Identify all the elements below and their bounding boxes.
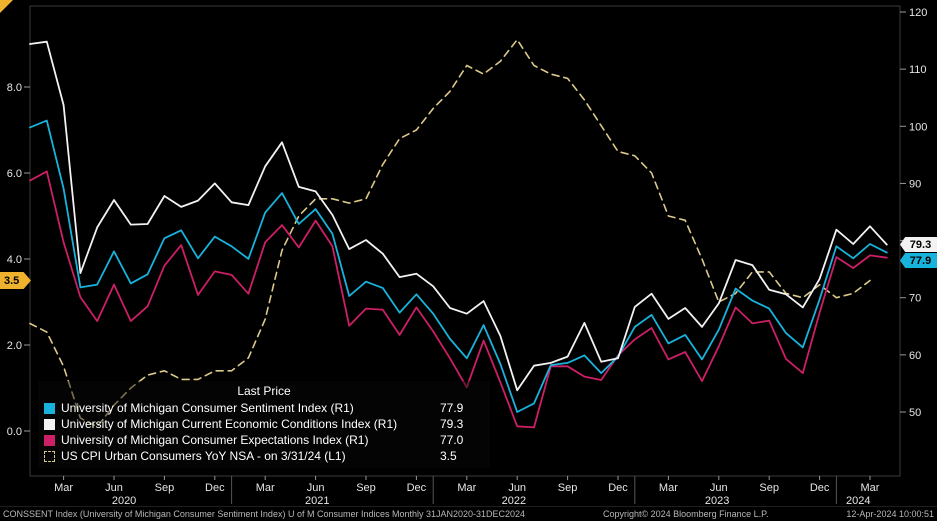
legend-row[interactable]: University of Michigan Consumer Sentimen… bbox=[44, 400, 484, 416]
legend-value: 77.9 bbox=[440, 401, 464, 415]
legend-swatch-icon bbox=[44, 402, 55, 414]
legend-row[interactable]: University of Michigan Current Economic … bbox=[44, 416, 484, 432]
right-axis-label: 50 bbox=[909, 407, 921, 419]
x-axis-year-label: 2021 bbox=[305, 495, 329, 507]
chart-canvas[interactable]: 0.02.04.06.08.05060708090100110120MarJun… bbox=[0, 0, 937, 507]
x-axis-month-label: Mar bbox=[54, 482, 73, 494]
legend-value: 79.3 bbox=[440, 417, 464, 431]
right-axis-label: 70 bbox=[909, 293, 921, 305]
series-line-umich-conditions[interactable] bbox=[29, 40, 888, 392]
x-axis-month-label: Sep bbox=[356, 482, 376, 494]
left-axis-last-value-badge: 3.5 bbox=[0, 272, 31, 289]
series-line-umich-expectations[interactable] bbox=[29, 170, 888, 429]
x-axis-month-label: Sep bbox=[558, 482, 578, 494]
footer-copyright: Copyright© 2024 Bloomberg Finance L.P. bbox=[602, 509, 769, 519]
x-axis-month-label: Jun bbox=[105, 482, 123, 494]
legend-value: 77.0 bbox=[440, 433, 464, 447]
x-axis-year-label: 2020 bbox=[112, 495, 136, 507]
legend-label: University of Michigan Consumer Sentimen… bbox=[61, 401, 354, 415]
right-axis-last-value-badge-sentiment: 77.9 bbox=[900, 253, 937, 268]
right-axis-label: 90 bbox=[909, 178, 921, 190]
left-axis-label: 6.0 bbox=[7, 168, 22, 180]
right-axis-last-value-badge-conditions: 79.3 bbox=[900, 237, 937, 252]
footer-timestamp: 12-Apr-2024 10:00:51 bbox=[846, 509, 934, 519]
legend-title: Last Price bbox=[237, 384, 291, 398]
series-line-umich-sentiment[interactable] bbox=[29, 119, 888, 413]
x-axis-month-label: Jun bbox=[307, 482, 325, 494]
x-axis-month-label: Mar bbox=[659, 482, 678, 494]
x-axis-year-label: 2022 bbox=[502, 495, 526, 507]
right-axis-label: 110 bbox=[909, 64, 927, 76]
x-axis-year-label: 2023 bbox=[705, 495, 729, 507]
left-axis-label: 0.0 bbox=[7, 426, 22, 438]
legend-row[interactable]: University of Michigan Consumer Expectat… bbox=[44, 432, 484, 448]
x-axis-month-label: Mar bbox=[256, 482, 275, 494]
corner-marker-icon bbox=[0, 0, 13, 13]
x-axis-month-label: Mar bbox=[861, 482, 880, 494]
legend-box: Last Price University of Michigan Consum… bbox=[38, 381, 490, 468]
x-axis-month-label: Dec bbox=[205, 482, 225, 494]
legend-row[interactable]: US CPI Urban Consumers YoY NSA - on 3/31… bbox=[44, 448, 484, 464]
footer-bar: CONSSENT Index (University of Michigan C… bbox=[0, 506, 937, 521]
legend-value: 3.5 bbox=[440, 449, 457, 463]
right-axis-label: 120 bbox=[909, 7, 927, 19]
legend-label: University of Michigan Consumer Expectat… bbox=[61, 433, 369, 447]
x-axis-month-label: Jun bbox=[508, 482, 526, 494]
series-line-us-cpi-yoy[interactable] bbox=[29, 38, 871, 428]
left-axis-label: 8.0 bbox=[7, 82, 22, 94]
legend-label: US CPI Urban Consumers YoY NSA - on 3/31… bbox=[61, 449, 346, 463]
x-axis-month-label: Mar bbox=[457, 482, 476, 494]
x-axis-month-label: Sep bbox=[759, 482, 779, 494]
x-axis-month-label: Sep bbox=[155, 482, 175, 494]
legend-label: University of Michigan Current Economic … bbox=[61, 417, 398, 431]
left-axis-label: 2.0 bbox=[7, 340, 22, 352]
legend-swatch-icon bbox=[44, 434, 55, 446]
x-axis-month-label: Jun bbox=[710, 482, 728, 494]
legend-swatch-icon bbox=[44, 418, 55, 430]
x-axis-month-label: Dec bbox=[810, 482, 830, 494]
legend-swatch-dashed-icon bbox=[44, 450, 55, 462]
x-axis-year-label: 2024 bbox=[846, 495, 870, 507]
legend-rows: University of Michigan Consumer Sentimen… bbox=[44, 400, 484, 464]
right-axis-label: 60 bbox=[909, 350, 921, 362]
x-axis-month-label: Dec bbox=[608, 482, 628, 494]
right-axis-label: 100 bbox=[909, 121, 927, 133]
footer-ticker-info: CONSSENT Index (University of Michigan C… bbox=[3, 509, 526, 519]
left-axis-label: 4.0 bbox=[7, 254, 22, 266]
x-axis-month-label: Dec bbox=[407, 482, 427, 494]
